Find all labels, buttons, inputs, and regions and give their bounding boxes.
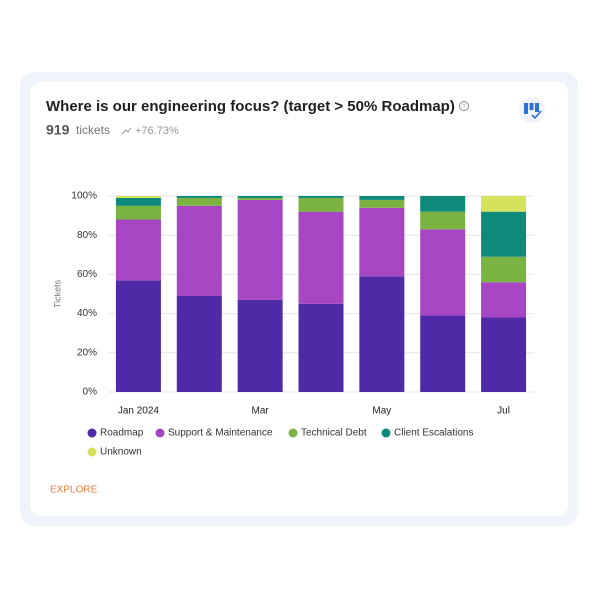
- legend-label: Technical Debt: [301, 428, 367, 439]
- bar-segment: [359, 196, 405, 200]
- y-tick-label: 20%: [77, 347, 97, 358]
- bar-segment: [481, 196, 527, 212]
- legend-swatch: [288, 428, 298, 438]
- bar-segment: [176, 205, 222, 296]
- legend-label: Support & Maintenance: [168, 428, 273, 439]
- bar-segment: [237, 197, 283, 200]
- bar-segment: [176, 196, 222, 198]
- bar-segment: [481, 211, 527, 257]
- bar-segment: [481, 317, 527, 392]
- legend-swatch: [87, 447, 97, 457]
- bar-segment: [359, 276, 405, 392]
- bar-segment: [298, 303, 344, 392]
- legend-label: Client Escalations: [394, 428, 473, 439]
- y-tick-label: 40%: [77, 308, 97, 319]
- y-axis-label: Tickets: [52, 279, 62, 308]
- bar-segment: [420, 229, 466, 316]
- bar-segment: [359, 207, 405, 277]
- change: +76.73%: [135, 125, 179, 137]
- bar-segment: [298, 196, 344, 198]
- bar-segment: [298, 211, 344, 304]
- bar-segment: [237, 299, 283, 392]
- bar-segment: [481, 256, 527, 283]
- bar-segment: [115, 205, 161, 220]
- bar-segment: [420, 196, 466, 212]
- bar-segment: [115, 219, 161, 281]
- trend-icon: [121, 127, 132, 135]
- legend-swatch: [87, 428, 97, 438]
- x-tick-label: May: [372, 406, 391, 417]
- title: Where is our engineering focus? (target …: [46, 98, 455, 115]
- app-logo: [519, 97, 545, 123]
- y-tick-label: 80%: [77, 230, 97, 241]
- y-tick-label: 0%: [83, 387, 98, 398]
- legend-swatch: [381, 428, 391, 438]
- help-icon[interactable]: ?: [459, 101, 469, 111]
- legend-label: Unknown: [100, 447, 142, 458]
- bar-segment: [115, 197, 161, 206]
- bar-segment: [420, 211, 466, 230]
- bar-segment: [115, 280, 161, 392]
- bar-segment: [237, 196, 283, 198]
- bar-segment: [176, 197, 222, 206]
- bar-segment: [115, 196, 161, 198]
- y-tick-label: 100%: [71, 191, 97, 202]
- legend-label: Roadmap: [100, 428, 144, 439]
- ticket-count: 919: [46, 122, 70, 138]
- bar-segment: [176, 295, 222, 392]
- bar-segment: [298, 197, 344, 212]
- explore-link[interactable]: EXPLORE: [50, 485, 98, 496]
- ticket-unit: tickets: [76, 123, 110, 137]
- x-tick-label: Mar: [252, 406, 270, 417]
- svg-text:?: ?: [462, 104, 466, 110]
- y-tick-label: 60%: [77, 269, 97, 280]
- x-tick-label: Jan 2024: [118, 406, 160, 417]
- x-tick-label: Jul: [497, 406, 510, 417]
- bar-segment: [481, 282, 527, 318]
- bar-segment: [420, 315, 466, 392]
- bar-segment: [237, 199, 283, 300]
- bar-segment: [359, 199, 405, 208]
- legend-swatch: [155, 428, 165, 438]
